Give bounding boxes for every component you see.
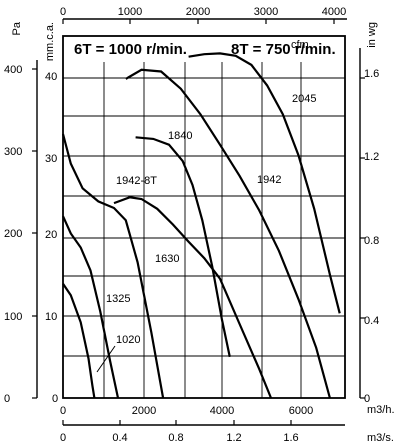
m3s-tick: 0.8	[168, 432, 183, 444]
series-label-1630: 1630	[155, 253, 179, 265]
m3h-tick: 2000	[132, 405, 156, 417]
inwg-tick: 0.8	[364, 235, 379, 247]
plot-frame	[62, 35, 346, 399]
fan-curve-1840	[135, 136, 231, 358]
series-label-1942-8t: 1942-8T	[116, 175, 157, 187]
fan-curve-1942	[125, 68, 331, 399]
grid-lines	[32, 19, 365, 425]
inwg-tick: 1.6	[364, 68, 379, 80]
inwg-unit-label: in wg	[366, 22, 378, 48]
cfm-tick: 1000	[118, 6, 142, 18]
m3s-tick: 0	[60, 432, 66, 444]
m3s-unit-label: m3/s.	[367, 432, 394, 444]
m3h-unit-label: m3/h.	[367, 404, 395, 416]
cfm-tick: 4000	[322, 6, 346, 18]
inwg-tick: 0	[364, 393, 370, 405]
fan-curve-1630	[61, 133, 165, 399]
mmca-tick: 0	[52, 393, 58, 405]
pa-tick: 300	[4, 146, 22, 158]
fan-curve-2045	[188, 52, 341, 314]
series-label-1840: 1840	[168, 130, 192, 142]
m3h-tick: 0	[60, 405, 66, 417]
label-leader-1020	[96, 345, 116, 373]
cfm-tick: 3000	[254, 6, 278, 18]
mmca-tick: 20	[45, 229, 57, 241]
mmca-tick: 40	[45, 71, 57, 83]
pa-unit-label: Pa	[11, 21, 23, 35]
pa-tick: 400	[4, 64, 22, 76]
mmca-tick: 30	[45, 153, 57, 165]
fan-curve-1325	[61, 215, 120, 399]
inwg-tick: 0.4	[364, 315, 379, 327]
pa-tick: 0	[4, 393, 10, 405]
m3h-tick: 4000	[210, 405, 234, 417]
inwg-tick: 1.2	[364, 151, 379, 163]
m3s-tick: 1.6	[283, 432, 298, 444]
pa-tick: 100	[4, 311, 22, 323]
series-label-2045: 2045	[292, 93, 316, 105]
series-label-1325: 1325	[106, 293, 130, 305]
mmca-unit-label: mm.c.a.	[44, 22, 56, 61]
mmca-tick: 10	[45, 311, 57, 323]
m3s-tick: 0.4	[112, 432, 127, 444]
fan-curve-1020	[62, 283, 96, 399]
pa-tick: 200	[4, 228, 22, 240]
header-8t: 8T = 750 r/min.	[231, 41, 336, 58]
series-label-1020: 1020	[116, 334, 140, 346]
m3h-tick: 6000	[289, 405, 313, 417]
cfm-tick: 2000	[186, 6, 210, 18]
cfm-tick: 0	[60, 6, 66, 18]
m3s-tick: 1.2	[226, 432, 241, 444]
series-label-1942: 1942	[257, 174, 281, 186]
header-6t: 6T = 1000 r/min.	[74, 41, 187, 58]
fan-curve-1942-8t	[113, 196, 273, 399]
cfm-unit-label: cfm	[291, 39, 309, 51]
